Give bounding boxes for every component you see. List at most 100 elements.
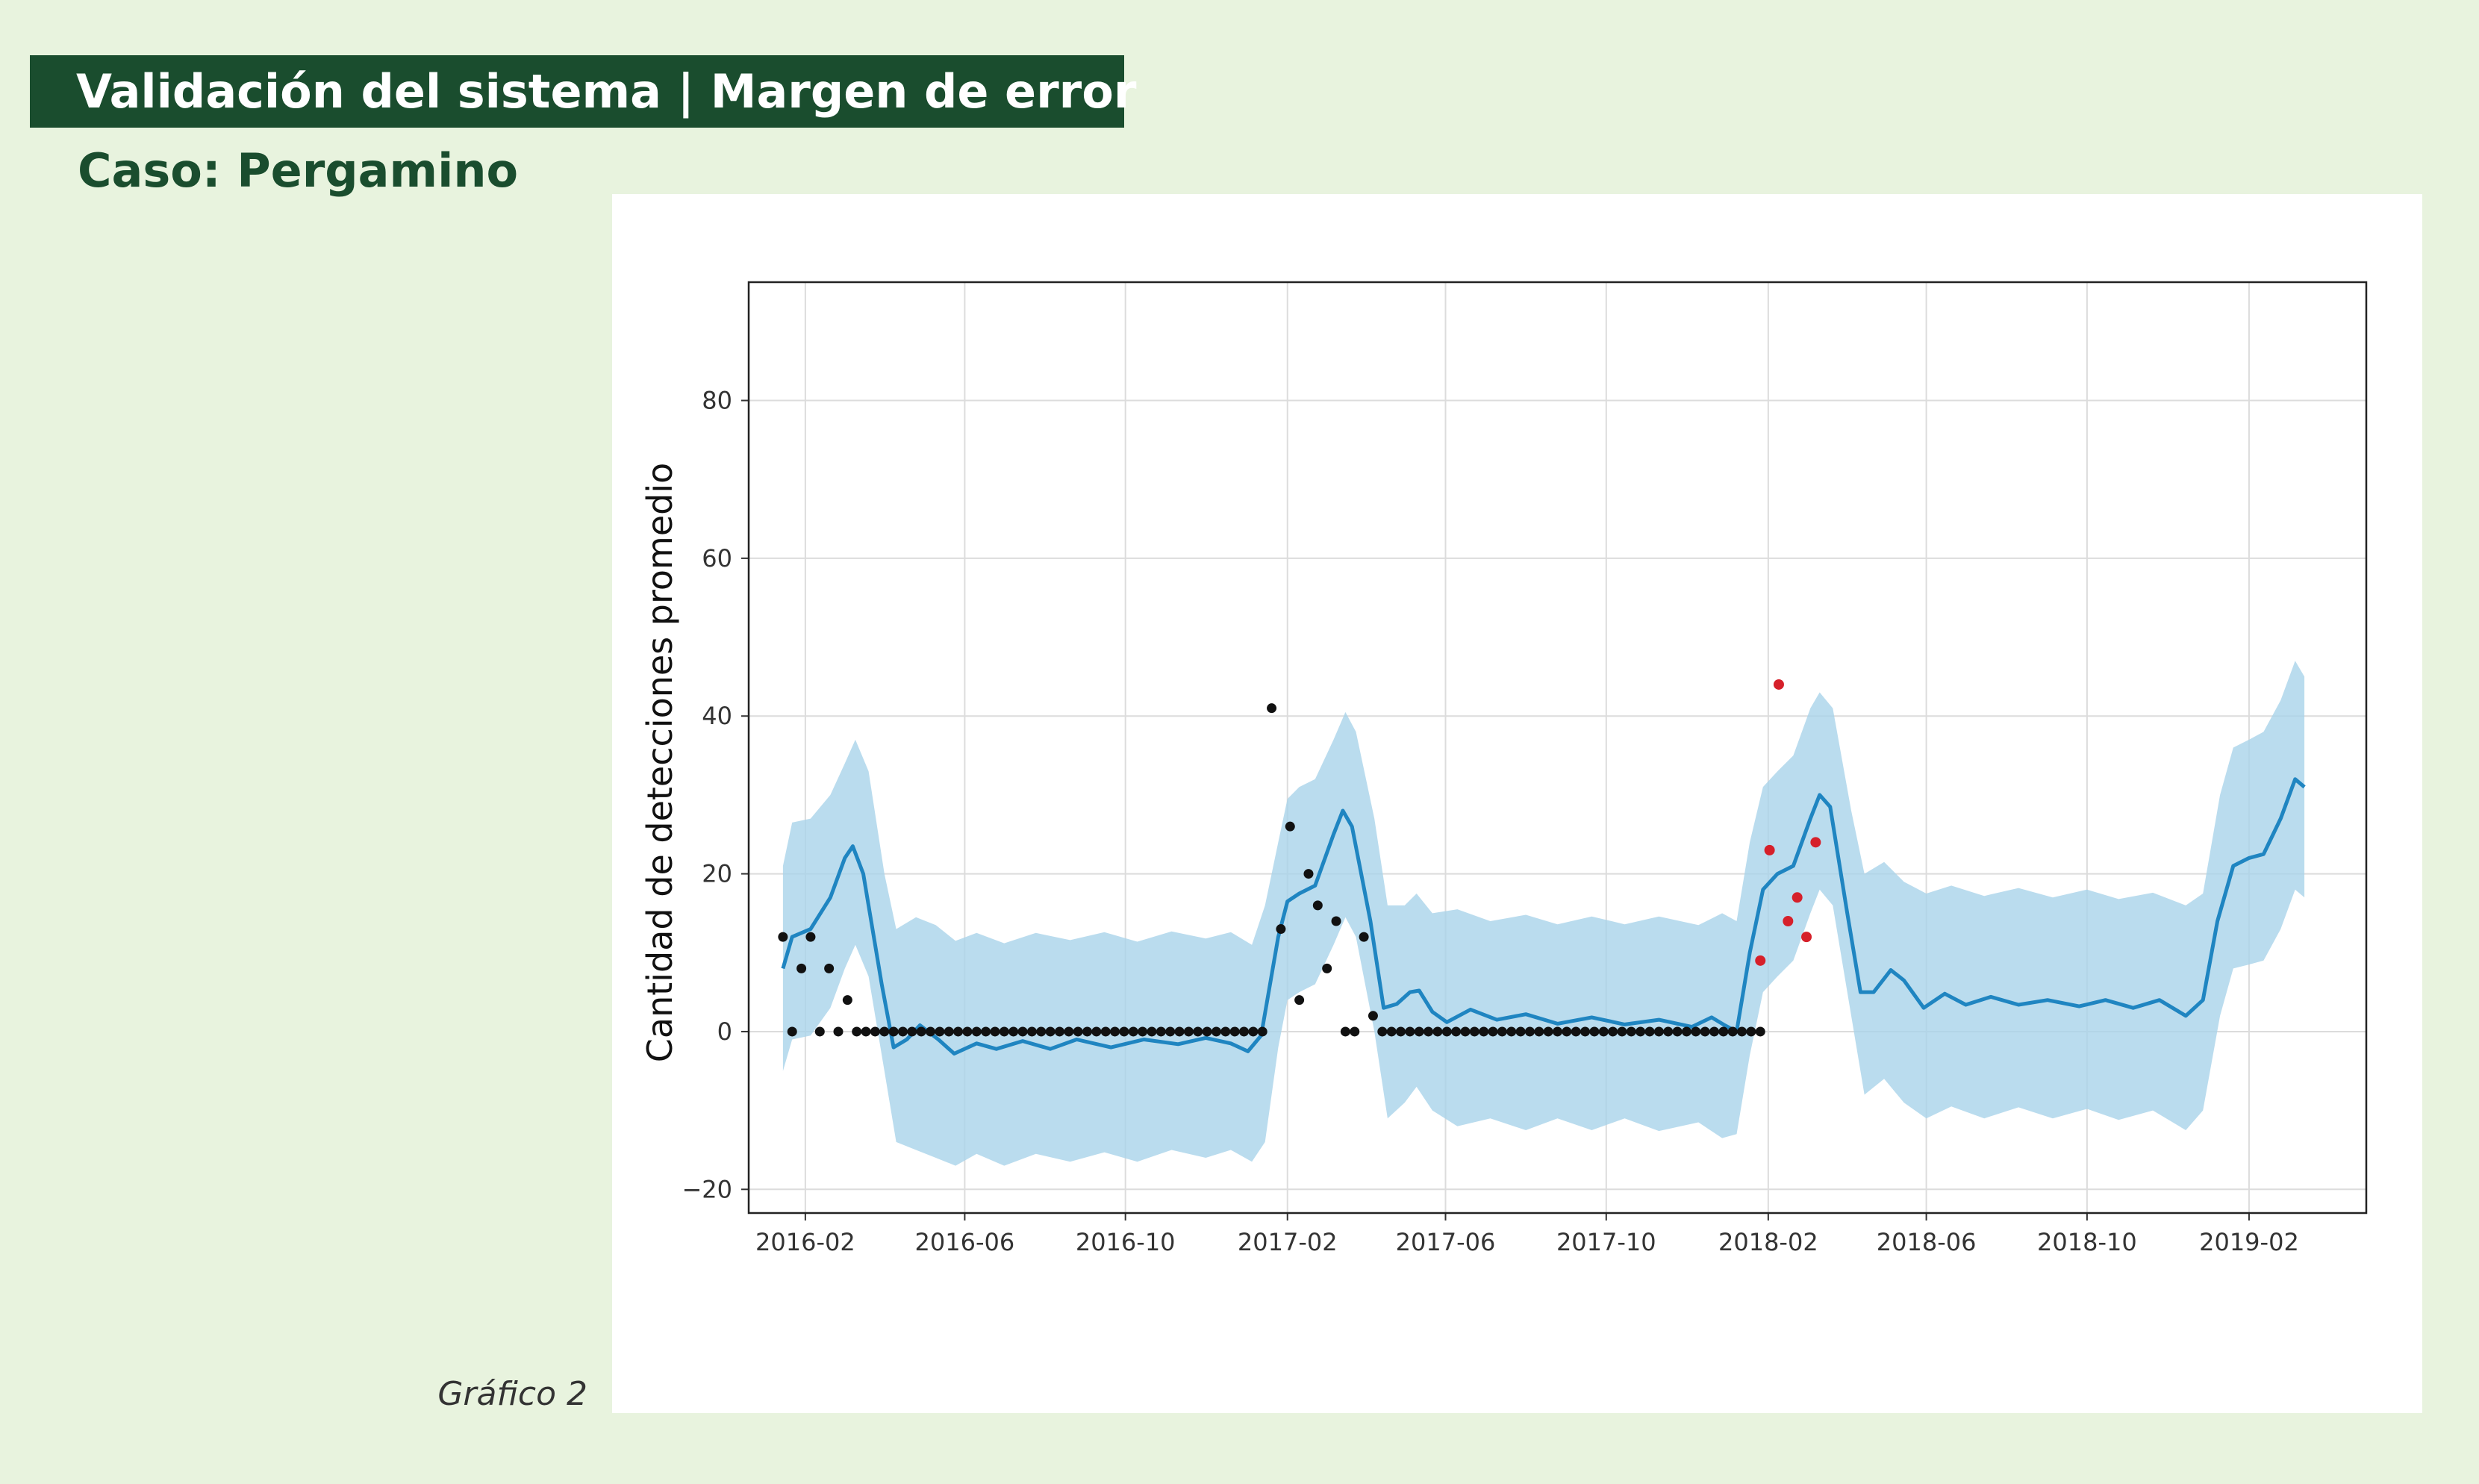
observed-point bbox=[1396, 1026, 1406, 1037]
y-tick-label: 20 bbox=[702, 860, 732, 888]
x-tick-label: 2018-06 bbox=[1877, 1228, 1977, 1256]
forecast-line bbox=[781, 777, 2306, 1056]
observed-point bbox=[1663, 1026, 1674, 1037]
observed-point bbox=[1479, 1026, 1489, 1037]
title-banner: Validación del sistema | Margen de error bbox=[30, 55, 1136, 128]
observed-point bbox=[1681, 1026, 1691, 1037]
observed-point bbox=[1340, 1026, 1350, 1037]
observed-point bbox=[1229, 1026, 1240, 1037]
observed-point bbox=[1653, 1026, 1664, 1037]
observed-point bbox=[1174, 1026, 1185, 1037]
observed-point bbox=[787, 1026, 797, 1037]
observed-point bbox=[778, 932, 788, 942]
page-title: Validación del sistema | Margen de error bbox=[76, 64, 1137, 119]
validation-point bbox=[1773, 679, 1784, 690]
observed-point bbox=[1424, 1026, 1434, 1037]
observed-point bbox=[824, 963, 835, 973]
validation-point bbox=[1810, 837, 1821, 848]
x-tick-label: 2017-10 bbox=[1556, 1228, 1656, 1256]
observed-point bbox=[1202, 1026, 1212, 1037]
observed-point bbox=[1156, 1026, 1166, 1037]
observed-point bbox=[1737, 1026, 1747, 1037]
y-axis-label: Cantidad de detecciones promedio bbox=[640, 463, 680, 1062]
observed-point bbox=[1451, 1026, 1462, 1037]
observed-point bbox=[1045, 1026, 1055, 1037]
observed-point bbox=[1036, 1026, 1047, 1037]
y-tick-label: 40 bbox=[702, 702, 732, 730]
uncertainty-band bbox=[782, 661, 2305, 1166]
observed-point bbox=[1562, 1026, 1572, 1037]
plot-frame bbox=[747, 281, 2368, 1215]
observed-point bbox=[1598, 1026, 1609, 1037]
observed-point bbox=[870, 1026, 880, 1037]
observed-point bbox=[1257, 1026, 1267, 1037]
observed-point bbox=[1165, 1026, 1176, 1037]
x-tick-label: 2017-02 bbox=[1238, 1228, 1338, 1256]
observed-point bbox=[1008, 1026, 1019, 1037]
validation-points bbox=[1755, 679, 1821, 966]
observed-point bbox=[1138, 1026, 1148, 1037]
x-tick-label: 2016-10 bbox=[1076, 1228, 1176, 1256]
observed-point bbox=[861, 1026, 871, 1037]
observed-point bbox=[1183, 1026, 1194, 1037]
observed-point bbox=[1469, 1026, 1479, 1037]
x-tick-label: 2016-06 bbox=[915, 1228, 1015, 1256]
observed-point bbox=[1312, 900, 1323, 911]
observed-point bbox=[814, 1026, 825, 1037]
validation-point bbox=[1792, 892, 1803, 903]
observed-point bbox=[944, 1026, 954, 1037]
observed-point bbox=[962, 1026, 973, 1037]
observed-point bbox=[1432, 1026, 1443, 1037]
observed-point bbox=[805, 932, 816, 942]
observed-point bbox=[916, 1026, 926, 1037]
page-subtitle: Caso: Pergamino bbox=[78, 143, 519, 198]
observed-point bbox=[999, 1026, 1009, 1037]
x-tick-label: 2016-02 bbox=[755, 1228, 855, 1256]
observed-point bbox=[1073, 1026, 1083, 1037]
validation-point bbox=[1783, 915, 1794, 926]
y-tick-label: 60 bbox=[702, 544, 732, 573]
observed-point bbox=[1091, 1026, 1102, 1037]
observed-point bbox=[1220, 1026, 1231, 1037]
observed-point bbox=[953, 1026, 964, 1037]
observed-point bbox=[1746, 1026, 1756, 1037]
observed-point bbox=[1691, 1026, 1701, 1037]
observed-point bbox=[1119, 1026, 1129, 1037]
figure-caption: Gráfico 2 bbox=[437, 1375, 587, 1413]
observed-point bbox=[1700, 1026, 1710, 1037]
observed-point bbox=[1377, 1026, 1388, 1037]
observed-point bbox=[1488, 1026, 1498, 1037]
observed-point bbox=[1571, 1026, 1581, 1037]
observed-point bbox=[1608, 1026, 1618, 1037]
observed-point bbox=[1414, 1026, 1424, 1037]
observed-point bbox=[907, 1026, 917, 1037]
observed-point bbox=[1026, 1026, 1037, 1037]
observed-point bbox=[1727, 1026, 1738, 1037]
observed-point bbox=[1322, 963, 1332, 973]
observed-point bbox=[1017, 1026, 1028, 1037]
observed-point bbox=[1294, 995, 1305, 1006]
observed-point bbox=[1709, 1026, 1719, 1037]
observed-point bbox=[1672, 1026, 1683, 1037]
observed-point bbox=[1460, 1026, 1471, 1037]
observed-point bbox=[1128, 1026, 1138, 1037]
x-tick-label: 2018-10 bbox=[2037, 1228, 2137, 1256]
observed-point bbox=[935, 1026, 945, 1037]
validation-point bbox=[1755, 955, 1766, 966]
observed-point bbox=[1386, 1026, 1397, 1037]
observed-point bbox=[1303, 869, 1314, 879]
observed-point bbox=[1054, 1026, 1064, 1037]
observed-point bbox=[1211, 1026, 1221, 1037]
observed-point bbox=[1359, 932, 1369, 942]
observed-point bbox=[1405, 1026, 1415, 1037]
observed-point bbox=[1331, 916, 1341, 926]
observed-point bbox=[1580, 1026, 1591, 1037]
y-tick-label: −20 bbox=[682, 1175, 732, 1203]
observed-point bbox=[1064, 1026, 1074, 1037]
observed-point bbox=[1147, 1026, 1157, 1037]
observed-point bbox=[1626, 1026, 1636, 1037]
observed-point bbox=[833, 1026, 844, 1037]
chart-card: 2016-02 2016-06 2016-10 2017-02 2017-06 2017-… bbox=[612, 194, 2422, 1413]
observed-point bbox=[1543, 1026, 1553, 1037]
y-tick-label: 80 bbox=[702, 387, 732, 415]
